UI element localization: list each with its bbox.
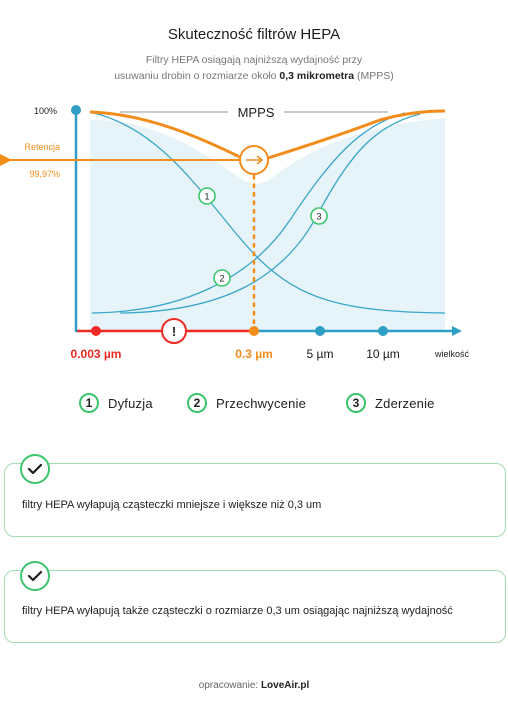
marker-2-label: 2 [219, 274, 224, 284]
warning-icon [161, 318, 187, 344]
tick-dot-5 [315, 326, 325, 336]
page-subtitle: Filtry HEPA osiągają najniższą wydajność… [90, 52, 418, 84]
marker-2: 2 [213, 269, 231, 287]
legend-label-zderzenie: Zderzenie [375, 395, 435, 411]
legend-item-zderzenie: 3 Zderzenie [346, 390, 435, 416]
tick-dot-03 [249, 326, 259, 336]
footer-brand[interactable]: LoveAir.pl [260, 680, 310, 691]
curve-dyfuzja [89, 111, 446, 314]
marker-3-label: 3 [316, 212, 321, 222]
hepa-efficiency-chart: MPPS Retencja 99,97% 100% 1 2 3 ! 0.003 … [0, 105, 470, 361]
legend-label-dyfuzja: Dyfuzja [108, 395, 153, 411]
marker-1-label: 1 [204, 192, 209, 202]
legend-item-dyfuzja: 1 Dyfuzja [79, 390, 153, 416]
legend: 1 Dyfuzja 2 Przechwycenie 3 Zderzenie [0, 390, 508, 416]
legend-item-przechwycenie: 2 Przechwycenie [187, 390, 306, 416]
y-axis-top-label: 100% [34, 106, 57, 116]
subtitle-line2-pre: usuwaniu drobin o rozmiarze około [114, 70, 280, 82]
tick-label-03: 0.3 µm [235, 347, 273, 361]
subtitle-line2-post: (MPPS) [354, 70, 394, 82]
footer-prefix: opracowanie: [198, 680, 261, 691]
info-card-1-text: filtry HEPA wyłapują cząsteczki mniejsze… [22, 499, 322, 511]
subtitle-line1: Filtry HEPA osiągają najniższą wydajność… [145, 54, 363, 66]
x-axis-arrowhead [452, 326, 462, 336]
x-axis-label: wielkość [434, 349, 470, 359]
efficiency-area [90, 118, 445, 330]
tick-dot-0003 [91, 326, 101, 336]
page-title: Skuteczność filtrów HEPA [167, 26, 341, 43]
tick-label-10: 10 µm [366, 347, 400, 361]
marker-3: 3 [310, 207, 328, 225]
y-axis-top-dot [71, 105, 81, 115]
legend-label-przechwycenie: Przechwycenie [216, 395, 307, 411]
footer-credit: opracowanie: LoveAir.pl [0, 680, 508, 691]
check-icon [20, 454, 50, 484]
info-card-1: filtry HEPA wyłapują cząsteczki mniejsze… [4, 454, 506, 537]
tick-label-5: 5 µm [307, 347, 334, 361]
legend-number-3: 3 [346, 393, 366, 413]
tick-label-0003: 0.003 µm [71, 347, 122, 361]
tick-dot-10 [378, 326, 388, 336]
marker-1: 1 [198, 187, 216, 205]
legend-number-2: 2 [187, 393, 207, 413]
curve-przechwycenie [91, 112, 406, 314]
retention-label: Retencja [24, 142, 60, 152]
info-card-2: filtry HEPA wyłapują także cząsteczki o … [4, 561, 506, 643]
legend-number-1: 1 [79, 393, 99, 413]
mpps-label: MPPS [238, 105, 275, 120]
mpps-marker-arrow-icon [246, 155, 264, 165]
check-icon [20, 561, 50, 591]
retention-value: 99,97% [29, 169, 60, 179]
warning-icon-symbol: ! [172, 324, 176, 339]
info-card-2-text: filtry HEPA wyłapują także cząsteczki o … [22, 605, 453, 617]
subtitle-line2-bold: 0,3 mikrometra [279, 70, 355, 82]
